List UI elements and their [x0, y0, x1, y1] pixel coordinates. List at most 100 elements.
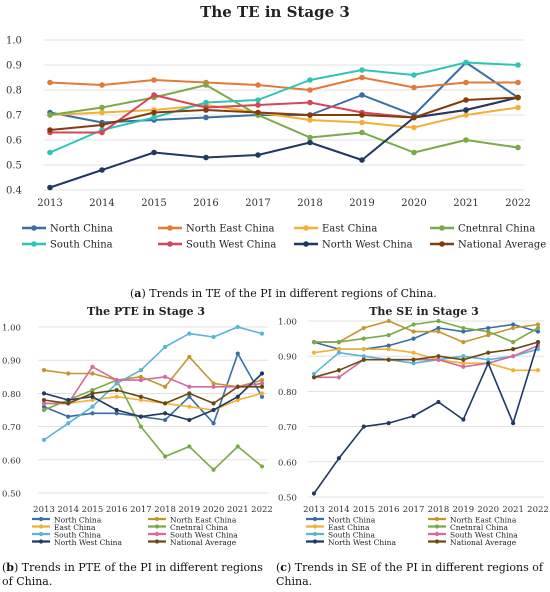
- caption-b: (b) Trends in PTE of the PI in different…: [2, 561, 263, 588]
- series-line-north-east-china: [43, 356, 263, 388]
- data-point: [411, 361, 416, 366]
- data-point: [211, 467, 216, 472]
- legend-item-south-west-china: South West China: [428, 531, 518, 540]
- legend-item-east-china: East China: [294, 224, 377, 235]
- data-point: [138, 397, 143, 403]
- data-point: [66, 401, 71, 406]
- legend-label: North China: [328, 516, 376, 525]
- data-point: [41, 368, 47, 373]
- data-point: [163, 411, 168, 416]
- x-tick-label: 2014: [57, 505, 79, 515]
- series-line-national-average: [313, 341, 539, 379]
- legend-marker: [154, 539, 160, 544]
- legend-label: North West China: [322, 240, 413, 251]
- data-point: [90, 397, 95, 403]
- data-point: [461, 354, 466, 359]
- data-point: [235, 397, 240, 403]
- legend-marker: [312, 524, 318, 529]
- data-point: [359, 112, 365, 118]
- legend-item-national-average: National Average: [428, 538, 517, 547]
- data-point: [90, 364, 95, 369]
- legend-marker: [167, 241, 173, 247]
- legend-marker: [38, 516, 44, 522]
- x-tick-label: 2016: [378, 505, 400, 515]
- y-tick-label: 1.0: [6, 36, 22, 47]
- legend-label: North East China: [186, 224, 275, 235]
- data-point: [515, 94, 521, 101]
- data-point: [336, 368, 341, 373]
- y-tick-label: 0.60: [278, 458, 297, 468]
- legend-label: North China: [50, 224, 113, 235]
- data-point: [461, 364, 466, 369]
- legend-item-south-china: South China: [306, 531, 376, 540]
- data-point: [114, 411, 119, 416]
- data-point: [535, 322, 541, 327]
- x-tick-label: 2019: [349, 198, 374, 209]
- data-point: [151, 92, 157, 98]
- data-point: [203, 99, 209, 106]
- legend-label: South China: [50, 240, 113, 251]
- data-point: [436, 399, 441, 405]
- y-tick-label: 0.50: [2, 490, 21, 500]
- data-point: [187, 384, 192, 389]
- data-point: [235, 444, 240, 449]
- data-point: [90, 387, 95, 393]
- x-tick-label: 2013: [33, 505, 55, 515]
- data-point: [515, 104, 521, 111]
- data-point: [515, 144, 521, 151]
- data-point: [47, 184, 53, 191]
- y-tick-label: 0.90: [2, 357, 21, 367]
- legend-marker: [434, 531, 440, 537]
- x-tick-label: 2022: [505, 198, 530, 209]
- data-point: [211, 381, 216, 386]
- data-point: [463, 112, 469, 118]
- data-point: [163, 384, 168, 389]
- legend-item-north-china: North China: [306, 516, 376, 525]
- data-point: [486, 350, 491, 355]
- data-point: [359, 157, 365, 163]
- data-point: [47, 79, 53, 86]
- data-point: [151, 149, 157, 156]
- data-point: [359, 92, 365, 98]
- series-line-national-average: [49, 96, 519, 131]
- legend-label: Cnetnral China: [458, 224, 535, 235]
- data-point: [163, 344, 168, 350]
- series-line-cnetnral-china: [314, 320, 539, 343]
- legend-marker: [434, 516, 440, 522]
- y-tick-label: 0.70: [2, 423, 21, 433]
- x-tick-label: 2018: [428, 505, 450, 515]
- legend-label: South China: [328, 531, 376, 540]
- legend-marker: [439, 225, 445, 231]
- data-point: [511, 368, 516, 373]
- x-tick-label: 2018: [297, 198, 322, 209]
- x-tick-label: 2020: [477, 505, 499, 515]
- data-point: [411, 413, 416, 419]
- data-point: [151, 109, 157, 116]
- data-point: [41, 437, 47, 442]
- data-point: [99, 122, 105, 128]
- data-point: [461, 340, 466, 345]
- te-chart: The TE in Stage 3 0.40.50.60.70.80.91.0 …: [6, 3, 546, 251]
- data-point: [359, 74, 365, 81]
- data-point: [187, 444, 192, 449]
- x-tick-label: 2019: [179, 505, 201, 515]
- data-point: [515, 79, 521, 86]
- legend-label: South China: [54, 531, 102, 540]
- data-point: [66, 421, 71, 426]
- data-point: [411, 124, 417, 131]
- data-point: [307, 112, 313, 118]
- data-point: [461, 361, 466, 366]
- x-tick-label: 2014: [89, 198, 114, 209]
- data-point: [461, 417, 466, 422]
- data-point: [255, 82, 261, 88]
- data-point: [359, 129, 365, 136]
- data-point: [163, 417, 168, 423]
- data-point: [259, 391, 265, 396]
- data-point: [386, 420, 391, 426]
- series-line-north-west-china: [49, 96, 519, 189]
- data-point: [211, 421, 216, 426]
- series-line-south-west-china: [314, 344, 539, 379]
- legend-marker: [167, 225, 173, 231]
- data-point: [163, 401, 168, 406]
- data-point: [311, 350, 317, 355]
